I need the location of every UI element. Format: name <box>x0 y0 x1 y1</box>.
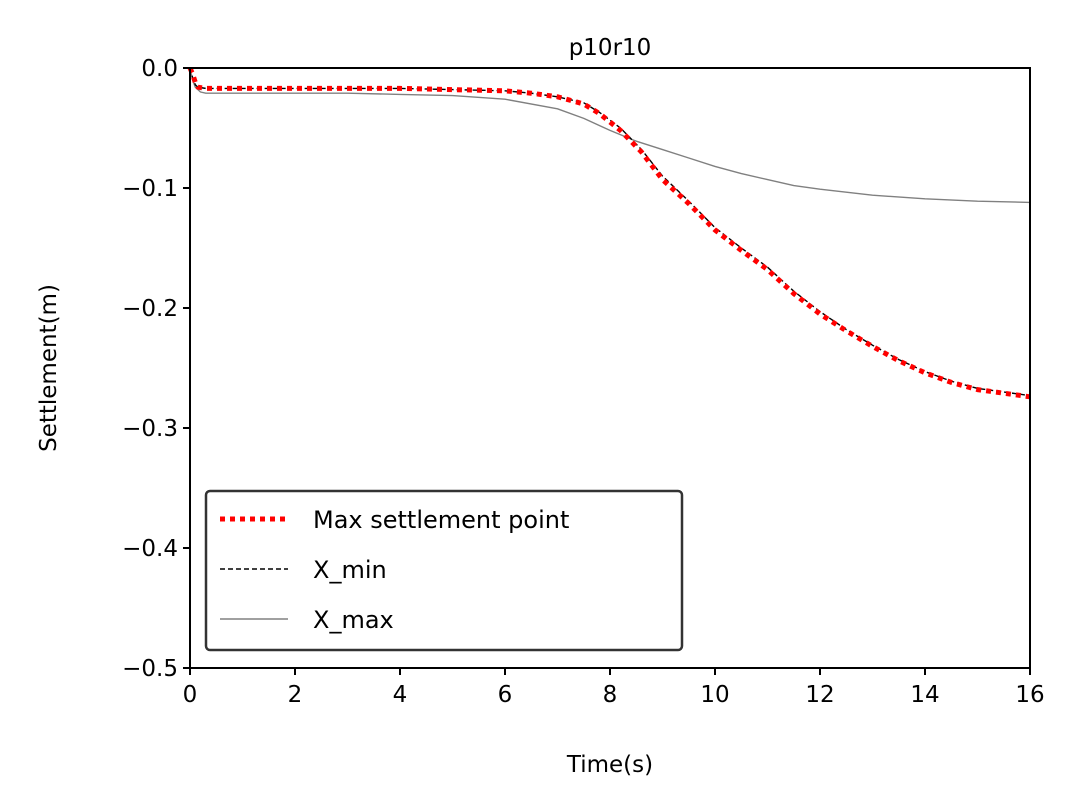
y-axis-label: Settlement(m) <box>36 284 62 452</box>
y-tick-label: −0.5 <box>122 656 178 682</box>
x-tick-label: 6 <box>498 682 513 708</box>
y-tick-label: −0.4 <box>122 536 178 562</box>
x-tick-label: 2 <box>288 682 303 708</box>
y-tick-label: 0.0 <box>141 56 178 82</box>
legend-label: Max settlement point <box>313 506 569 534</box>
plot-series <box>187 67 1031 400</box>
y-tick-label: −0.1 <box>122 176 178 202</box>
x-tick-label: 8 <box>603 682 618 708</box>
x-tick-label: 14 <box>910 682 939 708</box>
x-tick-label: 0 <box>183 682 198 708</box>
x-axis-label: Time(s) <box>566 752 653 778</box>
chart-title: p10r10 <box>569 35 652 61</box>
x-axis-ticks: 0 2 4 6 8 10 12 14 16 <box>183 668 1045 708</box>
x-tick-label: 16 <box>1015 682 1044 708</box>
series-line-x-max <box>189 67 1031 204</box>
legend-label: X_max <box>313 606 394 634</box>
legend-label: X_min <box>313 556 387 584</box>
legend-box <box>204 489 684 652</box>
y-tick-label: −0.2 <box>122 296 178 322</box>
x-tick-label: 10 <box>700 682 729 708</box>
y-tick-label: −0.3 <box>122 416 178 442</box>
x-tick-label: 12 <box>805 682 834 708</box>
y-axis-ticks: 0.0 −0.1 −0.2 −0.3 −0.4 −0.5 <box>122 56 190 682</box>
legend: Max settlement point X_min X_max <box>204 489 684 652</box>
x-tick-label: 4 <box>393 682 408 708</box>
series-line-max-settlement-point <box>187 67 1031 400</box>
